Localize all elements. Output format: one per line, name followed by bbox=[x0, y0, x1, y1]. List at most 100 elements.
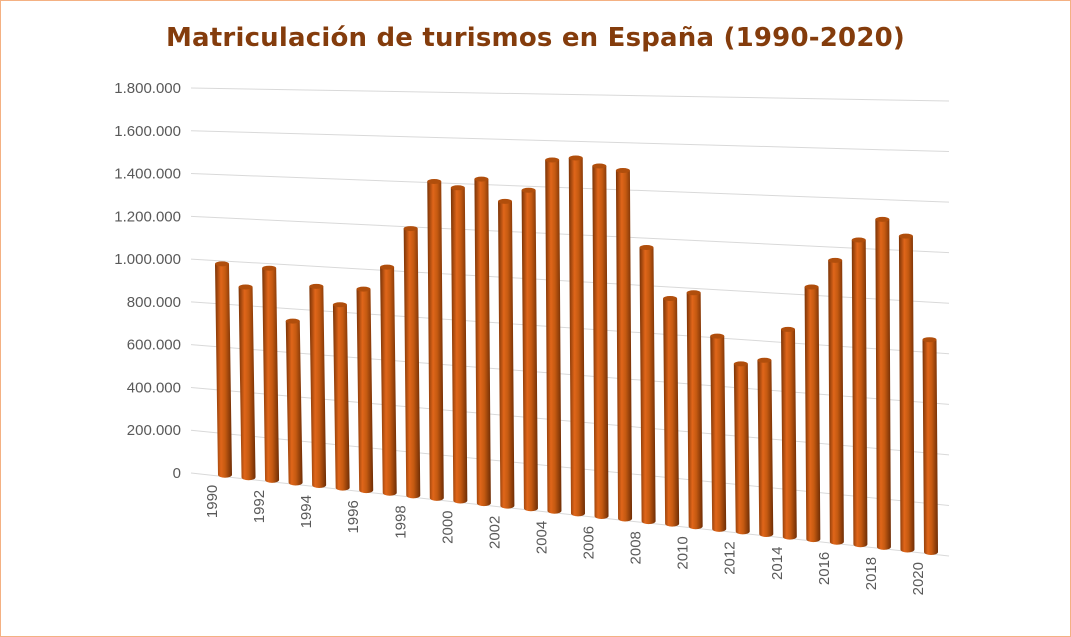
bar-cap bbox=[710, 333, 725, 339]
bar-1993 bbox=[285, 318, 303, 486]
gridline bbox=[190, 87, 950, 102]
x-tick-label: 1992 bbox=[251, 490, 268, 523]
x-tick-label: 1994 bbox=[298, 495, 315, 528]
bar-2009 bbox=[663, 296, 680, 527]
bar-body bbox=[615, 170, 633, 522]
bar-body bbox=[710, 336, 727, 532]
bar-cap bbox=[309, 283, 324, 289]
bar-2001 bbox=[474, 176, 491, 507]
bar-body bbox=[733, 363, 750, 535]
bar-cap bbox=[663, 296, 678, 302]
bar-body bbox=[804, 286, 821, 543]
bar-2018 bbox=[875, 216, 891, 550]
bar-2003 bbox=[521, 187, 538, 512]
x-tick-label: 2014 bbox=[769, 547, 786, 580]
y-tick-label: 800.000 bbox=[127, 294, 181, 311]
bar-2010 bbox=[686, 290, 703, 530]
bar-body bbox=[898, 236, 915, 553]
bar-cap bbox=[733, 361, 748, 367]
x-tick-label: 2012 bbox=[722, 541, 739, 574]
bar-cap bbox=[804, 284, 819, 290]
bar-cap bbox=[875, 216, 890, 222]
bar-2017 bbox=[851, 237, 868, 548]
bar-2015 bbox=[804, 284, 821, 543]
bar-cap bbox=[851, 237, 866, 243]
bar-cap bbox=[922, 337, 937, 343]
bar-2002 bbox=[498, 198, 515, 509]
bar-cap bbox=[474, 176, 489, 182]
bar-2012 bbox=[733, 361, 750, 535]
x-tick-label: 1998 bbox=[392, 505, 409, 538]
y-tick-label: 1.200.000 bbox=[114, 208, 181, 225]
bar-body bbox=[521, 190, 538, 512]
bar-body bbox=[781, 329, 797, 540]
bar-body bbox=[309, 286, 327, 489]
bar-cap bbox=[498, 198, 512, 204]
bar-cap bbox=[828, 257, 843, 263]
chart-title: Matriculación de turismos en España (199… bbox=[165, 23, 905, 53]
bar-cap bbox=[356, 286, 371, 292]
bar-2000 bbox=[450, 185, 468, 504]
bar-body bbox=[356, 289, 374, 494]
bar-body bbox=[285, 321, 303, 486]
bar-2020 bbox=[922, 337, 938, 556]
bar-1997 bbox=[380, 264, 397, 496]
bar-cap bbox=[898, 233, 913, 239]
bar-2007 bbox=[615, 168, 633, 522]
y-tick-label: 400.000 bbox=[127, 379, 181, 396]
x-tick-label: 2008 bbox=[628, 531, 645, 564]
x-tick-label: 2016 bbox=[816, 552, 833, 585]
bar-1994 bbox=[309, 283, 327, 489]
bar-body bbox=[332, 304, 350, 491]
bar-2019 bbox=[898, 233, 915, 553]
y-tick-label: 600.000 bbox=[127, 337, 181, 354]
bar-body bbox=[403, 228, 421, 499]
bar-cap bbox=[380, 264, 395, 270]
bar-1990 bbox=[215, 261, 232, 478]
bar-body bbox=[875, 219, 891, 550]
bar-cap bbox=[238, 284, 253, 290]
bar-cap bbox=[521, 187, 536, 193]
bar-2004 bbox=[545, 157, 562, 514]
bar-cap bbox=[215, 261, 229, 267]
bar-1999 bbox=[427, 178, 444, 501]
bar-cap bbox=[781, 326, 795, 332]
x-tick-label: 2006 bbox=[581, 526, 598, 559]
bar-body bbox=[663, 298, 680, 527]
x-tick-label: 2000 bbox=[439, 510, 456, 543]
bar-body bbox=[215, 263, 232, 478]
bar-body bbox=[639, 247, 656, 525]
bar-body bbox=[498, 201, 515, 509]
bar-body bbox=[828, 260, 844, 545]
y-tick-label: 1.400.000 bbox=[114, 166, 181, 183]
bar-cap bbox=[615, 168, 630, 174]
x-tick-label: 2020 bbox=[910, 562, 927, 595]
bar-body bbox=[686, 292, 703, 530]
y-tick-label: 200.000 bbox=[127, 422, 181, 439]
bar-1991 bbox=[238, 284, 256, 481]
bar-cap bbox=[450, 185, 465, 191]
bar-body bbox=[474, 179, 491, 507]
bar-cap bbox=[686, 290, 701, 296]
bar-2005 bbox=[568, 155, 585, 517]
x-tick-label: 2002 bbox=[486, 516, 503, 549]
bar-1996 bbox=[356, 286, 374, 494]
bar-2014 bbox=[781, 326, 797, 540]
bar-body bbox=[450, 187, 468, 504]
bar-body bbox=[922, 339, 938, 556]
bar-cap bbox=[545, 157, 560, 163]
bar-cap bbox=[262, 265, 277, 271]
bar-body bbox=[262, 268, 280, 483]
bar-body bbox=[545, 160, 562, 514]
x-tick-label: 1996 bbox=[345, 500, 362, 533]
bar-cap bbox=[757, 357, 772, 363]
bar-2008 bbox=[639, 245, 656, 525]
x-tick-label: 2010 bbox=[675, 536, 692, 569]
bar-2016 bbox=[828, 257, 844, 545]
bar-body bbox=[238, 286, 256, 481]
bar-cap bbox=[568, 155, 583, 161]
bar-body bbox=[568, 157, 585, 517]
y-tick-label: 1.000.000 bbox=[114, 251, 181, 268]
